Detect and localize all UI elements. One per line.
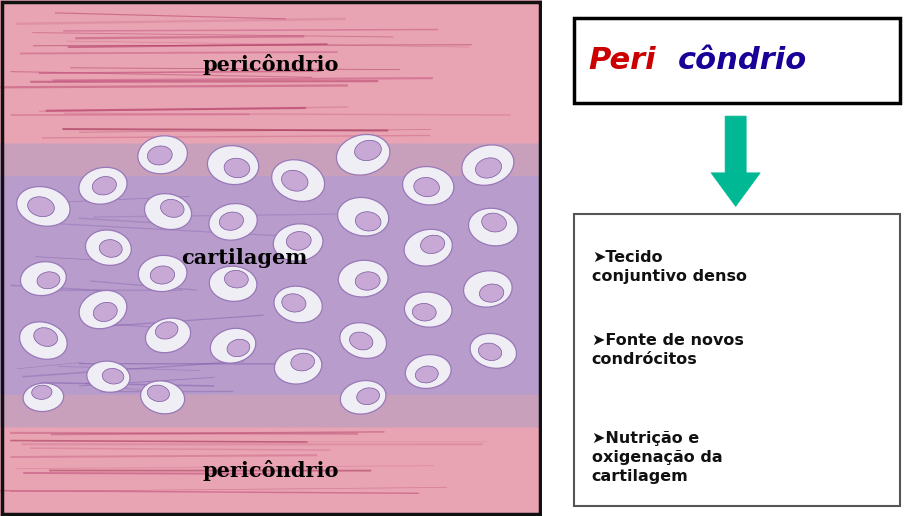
Bar <box>574 18 900 103</box>
Ellipse shape <box>23 383 64 412</box>
Ellipse shape <box>146 318 190 353</box>
Ellipse shape <box>482 213 507 232</box>
Ellipse shape <box>415 366 438 383</box>
Ellipse shape <box>220 212 243 230</box>
Ellipse shape <box>156 322 178 339</box>
Bar <box>0 144 542 426</box>
Ellipse shape <box>160 199 184 217</box>
Ellipse shape <box>92 176 117 195</box>
Ellipse shape <box>414 178 439 197</box>
Ellipse shape <box>479 284 504 302</box>
Ellipse shape <box>274 349 322 384</box>
Bar <box>0 144 542 175</box>
Ellipse shape <box>336 135 390 175</box>
Text: cartilagem: cartilagem <box>180 248 307 268</box>
Ellipse shape <box>93 302 118 321</box>
Bar <box>574 214 900 506</box>
Bar <box>0 395 542 426</box>
Ellipse shape <box>470 333 517 368</box>
Text: pericôndrio: pericôndrio <box>203 460 339 481</box>
Ellipse shape <box>227 340 250 357</box>
Ellipse shape <box>27 197 55 217</box>
Ellipse shape <box>281 170 308 191</box>
Ellipse shape <box>224 158 250 178</box>
Ellipse shape <box>138 255 187 292</box>
Ellipse shape <box>37 272 60 289</box>
Ellipse shape <box>86 230 131 265</box>
Ellipse shape <box>338 260 388 297</box>
Ellipse shape <box>208 146 259 185</box>
Ellipse shape <box>355 212 381 231</box>
Ellipse shape <box>281 294 306 312</box>
Text: ➤Tecido
conjuntivo denso: ➤Tecido conjuntivo denso <box>592 250 747 284</box>
Ellipse shape <box>148 146 172 165</box>
Ellipse shape <box>148 385 169 401</box>
Ellipse shape <box>271 160 324 201</box>
Ellipse shape <box>413 303 436 321</box>
Bar <box>0 0 542 144</box>
Ellipse shape <box>286 232 312 250</box>
Ellipse shape <box>140 381 185 414</box>
Ellipse shape <box>340 322 386 359</box>
Ellipse shape <box>79 167 127 204</box>
Ellipse shape <box>405 354 451 389</box>
Ellipse shape <box>341 380 386 414</box>
Ellipse shape <box>404 292 452 327</box>
Ellipse shape <box>87 361 130 392</box>
Ellipse shape <box>273 224 323 261</box>
Ellipse shape <box>350 332 373 350</box>
Text: ➤Nutrição e
oxigenação da
cartilagem: ➤Nutrição e oxigenação da cartilagem <box>592 431 722 484</box>
Text: pericôndrio: pericôndrio <box>203 54 339 75</box>
Ellipse shape <box>355 272 380 290</box>
Ellipse shape <box>99 239 122 257</box>
Ellipse shape <box>462 145 514 185</box>
Ellipse shape <box>464 271 512 307</box>
Ellipse shape <box>403 167 454 205</box>
Ellipse shape <box>478 343 502 361</box>
Ellipse shape <box>138 136 188 174</box>
Ellipse shape <box>32 385 52 399</box>
Ellipse shape <box>476 158 502 178</box>
Ellipse shape <box>274 286 322 322</box>
Ellipse shape <box>357 388 380 405</box>
Ellipse shape <box>145 194 191 230</box>
Ellipse shape <box>16 187 70 226</box>
Ellipse shape <box>20 262 67 296</box>
Ellipse shape <box>19 322 67 359</box>
Ellipse shape <box>79 291 127 329</box>
Ellipse shape <box>224 270 249 288</box>
Ellipse shape <box>468 208 518 246</box>
Ellipse shape <box>150 266 175 284</box>
Ellipse shape <box>210 328 256 363</box>
Polygon shape <box>711 116 760 206</box>
Text: côndrio: côndrio <box>678 46 807 75</box>
Ellipse shape <box>354 140 382 160</box>
Bar <box>0 426 542 516</box>
Ellipse shape <box>210 266 257 301</box>
Ellipse shape <box>291 353 314 371</box>
Ellipse shape <box>34 328 57 346</box>
Ellipse shape <box>338 198 389 236</box>
Ellipse shape <box>404 229 453 266</box>
Text: Peri: Peri <box>589 46 656 75</box>
Text: ➤Fonte de novos
condrócitos: ➤Fonte de novos condrócitos <box>592 333 743 367</box>
Ellipse shape <box>421 235 445 253</box>
Ellipse shape <box>209 204 257 240</box>
Ellipse shape <box>102 368 124 384</box>
